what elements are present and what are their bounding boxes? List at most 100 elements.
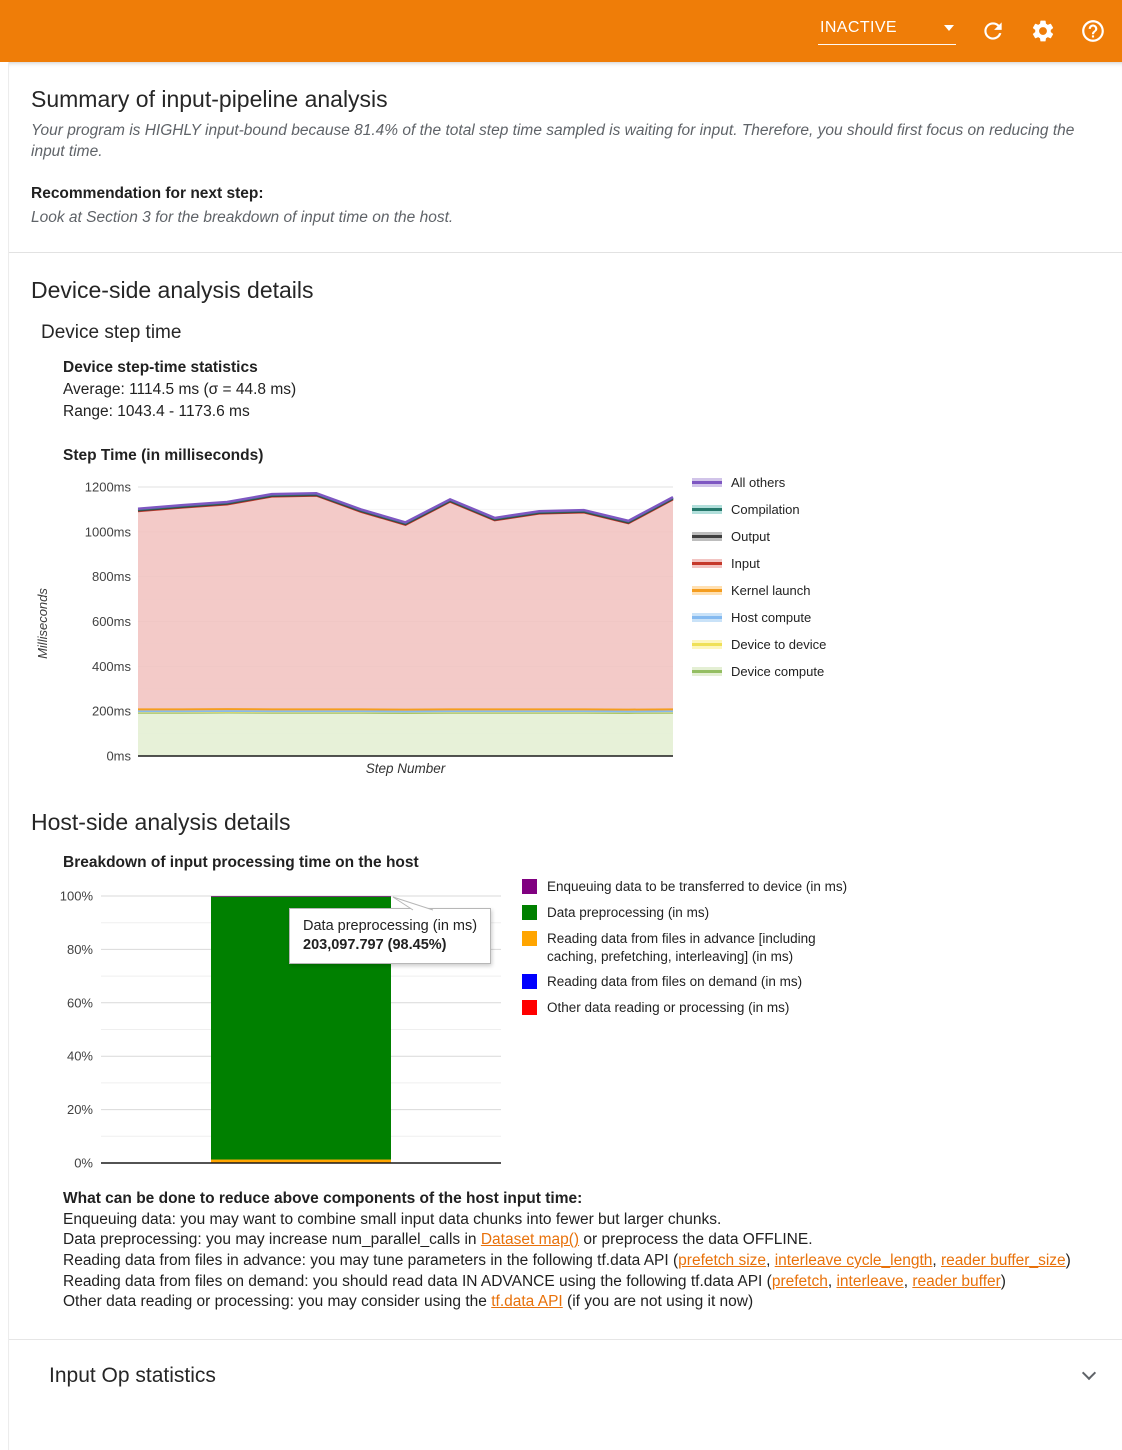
host-breakdown-legend: Enqueuing data to be transferred to devi… — [522, 876, 852, 1171]
tfdata-api-link[interactable]: reader buffer — [912, 1272, 1001, 1290]
legend-item: Device to device — [692, 637, 826, 652]
svg-text:100%: 100% — [60, 889, 94, 904]
help-icon[interactable] — [1080, 18, 1106, 44]
legend-item: Host compute — [692, 610, 826, 625]
tfdata-api-link[interactable]: prefetch size — [678, 1251, 767, 1269]
legend-swatch — [522, 879, 537, 895]
legend-swatch — [522, 930, 537, 946]
advice-title: What can be done to reduce above compone… — [63, 1190, 583, 1208]
legend-swatch — [692, 667, 722, 677]
legend-label: Kernel launch — [731, 583, 811, 599]
legend-item: Input — [692, 556, 826, 571]
settings-gear-icon[interactable] — [1030, 18, 1056, 44]
tfdata-api-link[interactable]: interleave cycle_length — [774, 1251, 933, 1269]
chevron-down-icon[interactable] — [1081, 1366, 1097, 1381]
legend-swatch — [692, 586, 722, 596]
legend-swatch — [692, 559, 722, 569]
summary-section: Summary of input-pipeline analysis Your … — [9, 62, 1122, 254]
summary-title: Summary of input-pipeline analysis — [31, 86, 388, 112]
device-step-stats: Device step-time statistics Average: 111… — [63, 357, 1092, 423]
legend-swatch — [522, 1000, 537, 1016]
legend-swatch — [692, 478, 722, 488]
host-breakdown-chart: 0% 20% 40% 60% 80% 100% Data preprocessing (i… — [36, 876, 1092, 1171]
chevron-down-icon — [944, 25, 954, 31]
svg-text:800ms: 800ms — [92, 569, 132, 584]
svg-text:0%: 0% — [74, 1156, 93, 1171]
legend-label: All others — [731, 475, 786, 491]
stats-title: Device step-time statistics — [63, 359, 258, 377]
svg-text:20%: 20% — [67, 1102, 93, 1117]
chart-tooltip: Data preprocessing (in ms) 203,097.797 (… — [289, 908, 492, 965]
legend-swatch — [692, 613, 722, 623]
device-step-time-title: Device step time — [41, 322, 182, 344]
advice-line: Reading data from files in advance: you … — [63, 1251, 1071, 1269]
svg-text:600ms: 600ms — [92, 614, 132, 629]
legend-swatch — [522, 904, 537, 920]
tfdata-api-link[interactable]: reader buffer_size — [941, 1251, 1066, 1269]
advice-line: Data preprocessing: you may increase num… — [63, 1231, 813, 1249]
legend-label: Device to device — [731, 637, 827, 653]
svg-text:1200ms: 1200ms — [85, 480, 132, 495]
host-chart-title: Breakdown of input processing time on th… — [63, 854, 419, 872]
legend-swatch — [522, 974, 537, 990]
recommendation-label: Recommendation for next step: — [31, 184, 264, 202]
svg-text:0ms: 0ms — [106, 749, 131, 764]
tooltip-value: 203,097.797 (98.45%) — [303, 937, 447, 954]
step-time-legend: All others Compilation Output Input Kernel l… — [692, 469, 826, 777]
stats-range: Range: 1043.4 - 1173.6 ms — [63, 403, 250, 421]
advice-block: What can be done to reduce above compone… — [63, 1189, 1092, 1313]
device-section: Device-side analysis details Device step… — [9, 253, 1122, 781]
step-time-y-axis-label: Milliseconds — [34, 587, 50, 659]
step-time-area-chart[interactable]: 0ms 200ms 400ms 600ms 800ms 1000ms 1200ms Step … — [53, 469, 678, 777]
legend-item: Device compute — [692, 664, 826, 679]
legend-label: Data preprocessing (in ms) — [547, 904, 710, 920]
step-time-chart-title: Step Time (in milliseconds) — [63, 447, 264, 465]
legend-item: All others — [692, 475, 826, 490]
capture-mode-select[interactable]: INACTIVE — [818, 17, 956, 45]
svg-text:1000ms: 1000ms — [85, 524, 132, 539]
legend-label: Enqueuing data to be transferred to devi… — [547, 879, 848, 895]
svg-text:400ms: 400ms — [92, 659, 132, 674]
tooltip-label: Data preprocessing (in ms) — [303, 918, 478, 935]
svg-text:40%: 40% — [67, 1049, 93, 1064]
tfdata-api-link[interactable]: tf.data API — [491, 1293, 563, 1311]
legend-label: Compilation — [731, 502, 800, 518]
recommendation-text: Look at Section 3 for the breakdown of i… — [31, 208, 454, 226]
host-section-title: Host-side analysis details — [31, 809, 291, 836]
tooltip-callout — [392, 896, 434, 911]
tfdata-api-link[interactable]: prefetch — [771, 1272, 828, 1290]
legend-swatch — [692, 640, 722, 650]
app-toolbar: INACTIVE — [0, 0, 1122, 62]
legend-item: Data preprocessing (in ms) — [522, 904, 852, 922]
tfdata-api-link[interactable]: interleave — [836, 1272, 904, 1290]
input-op-statistics-panel[interactable]: Input Op statistics — [9, 1338, 1122, 1418]
advice-line: Other data reading or processing: you ma… — [63, 1293, 754, 1311]
legend-label: Host compute — [731, 610, 812, 626]
legend-item: Other data reading or processing (in ms) — [522, 999, 852, 1017]
device-section-title: Device-side analysis details — [31, 277, 314, 304]
legend-item: Reading data from files on demand (in ms… — [522, 973, 852, 991]
advice-lines: Enqueuing data: you may want to combine … — [63, 1210, 1092, 1313]
legend-label: Input — [731, 556, 760, 572]
legend-label: Reading data from files in advance [incl… — [547, 930, 816, 964]
refresh-icon[interactable] — [980, 18, 1006, 44]
legend-item: Compilation — [692, 502, 826, 517]
tfdata-api-link[interactable]: Dataset map() — [480, 1231, 580, 1249]
svg-text:60%: 60% — [67, 995, 93, 1010]
summary-body: Your program is HIGHLY input-bound becau… — [31, 122, 1075, 161]
svg-text:80%: 80% — [67, 942, 93, 957]
capture-mode-value: INACTIVE — [820, 19, 897, 36]
svg-text:200ms: 200ms — [92, 704, 132, 719]
stats-average: Average: 1114.5 ms (σ = 44.8 ms) — [63, 381, 297, 399]
legend-item: Kernel launch — [692, 583, 826, 598]
legend-swatch — [692, 532, 722, 542]
legend-item: Output — [692, 529, 826, 544]
analysis-page: Summary of input-pipeline analysis Your … — [8, 62, 1122, 1450]
legend-item: Enqueuing data to be transferred to devi… — [522, 878, 852, 896]
legend-swatch — [692, 505, 722, 515]
legend-label: Output — [731, 529, 771, 545]
host-section: Host-side analysis details Breakdown of … — [9, 781, 1122, 1313]
advice-line: Reading data from files on demand: you s… — [63, 1272, 1006, 1290]
svg-text:Step Number: Step Number — [366, 761, 446, 776]
legend-item: Reading data from files in advance [incl… — [522, 930, 852, 966]
